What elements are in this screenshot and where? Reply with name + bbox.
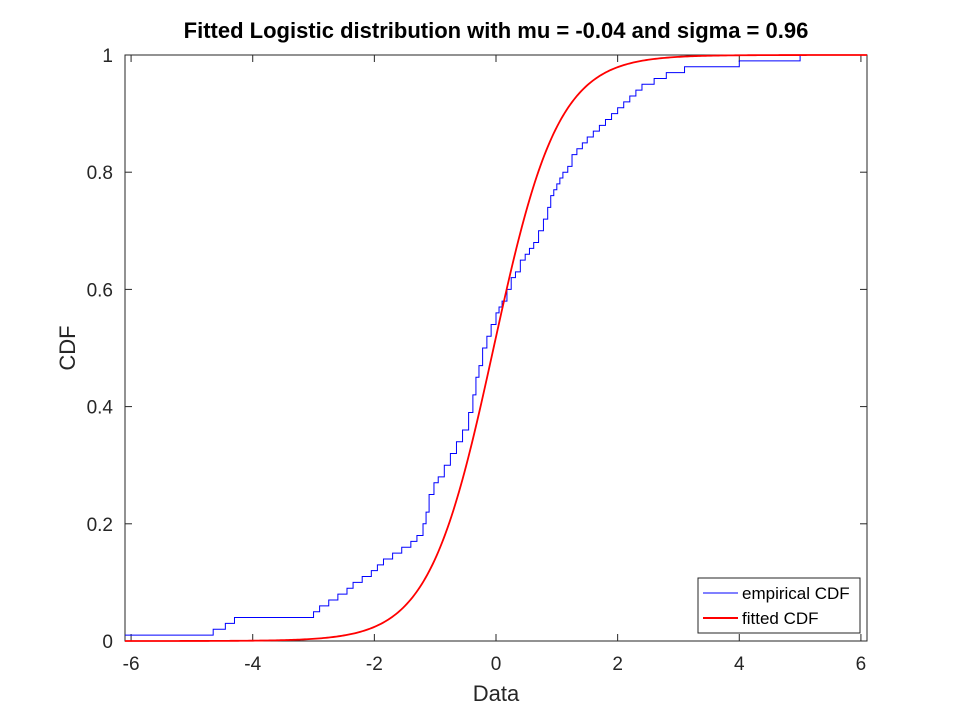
y-tick-label: 1 [102,46,113,67]
y-tick-label: 0.2 [87,515,113,536]
y-tick-label: 0 [102,632,113,653]
series-fitted-cdf [125,54,867,642]
legend: empirical CDF fitted CDF [697,577,861,634]
x-tick-label: 0 [491,654,502,675]
x-tick-label: -4 [244,654,261,675]
x-axis: -6 -4 -2 0 2 4 6 [123,55,867,675]
x-tick-label: -2 [366,654,383,675]
x-tick-label: -6 [123,654,140,675]
legend-box [697,577,861,634]
y-axis: 0 0.2 0.4 0.6 0.8 1 [87,46,867,653]
plot-area [124,54,868,642]
y-axis-label: CDF [55,325,80,370]
legend-label-fitted: fitted CDF [742,609,819,628]
y-tick-label: 0.8 [87,163,113,184]
chart-title: Fitted Logistic distribution with mu = -… [184,18,809,43]
y-tick-label: 0.6 [87,280,113,301]
x-axis-label: Data [473,681,520,706]
series-empirical-cdf [125,54,867,636]
y-tick-label: 0.4 [87,398,114,419]
x-tick-label: 6 [856,654,867,675]
legend-label-empirical: empirical CDF [742,584,850,603]
plot-lines [125,54,867,642]
x-tick-label: 4 [734,654,745,675]
x-tick-label: 2 [612,654,623,675]
